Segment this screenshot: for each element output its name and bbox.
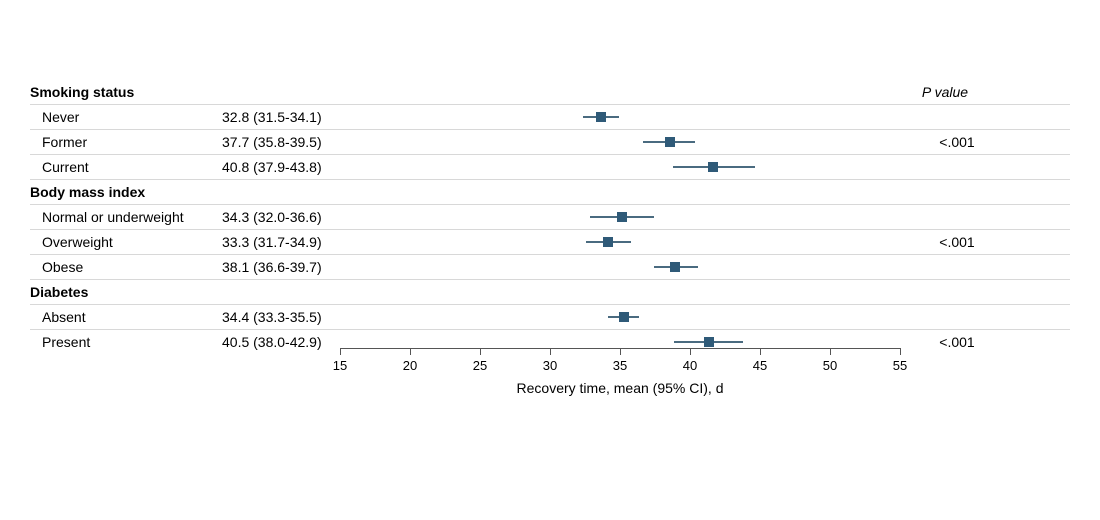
row-label: Absent xyxy=(30,309,222,325)
group-header-row: Body mass index xyxy=(30,180,1070,205)
group-header-label: Body mass index xyxy=(30,184,210,200)
axis-title: Recovery time, mean (95% CI), d xyxy=(340,380,900,396)
pvalue-header: P value xyxy=(922,84,968,100)
row-plot-cell xyxy=(352,305,912,329)
row-plot-cell xyxy=(352,205,912,229)
row-label: Former xyxy=(30,134,222,150)
data-row: Overweight33.3 (31.7-34.9) <.001 xyxy=(30,230,1070,255)
mean-marker xyxy=(619,312,629,322)
forest-plot-body: Smoking status P value Never32.8 (31.5-34.… xyxy=(30,80,1070,354)
axis-tick xyxy=(550,348,551,355)
row-plot-cell xyxy=(352,255,912,279)
mean-marker xyxy=(617,212,627,222)
mean-marker xyxy=(665,137,675,147)
pvalue-cell: <.001 xyxy=(912,134,1002,150)
row-value: 33.3 (31.7-34.9) xyxy=(222,234,352,250)
axis-tick xyxy=(900,348,901,355)
group-header-row: Diabetes xyxy=(30,280,1070,305)
axis-tick xyxy=(690,348,691,355)
data-row: Never32.8 (31.5-34.1) xyxy=(30,105,1070,130)
pvalue-cell: <.001 xyxy=(912,234,1002,250)
axis-tick xyxy=(410,348,411,355)
forest-plot-figure: { "layout": { "label_col_px": 180, "valu… xyxy=(0,0,1100,520)
row-label: Never xyxy=(30,109,222,125)
row-value: 32.8 (31.5-34.1) xyxy=(222,109,352,125)
axis-tick-label: 15 xyxy=(333,358,347,373)
row-label: Current xyxy=(30,159,222,175)
axis-tick-label: 40 xyxy=(683,358,697,373)
x-axis: 152025303540455055Recovery time, mean (9… xyxy=(340,348,900,408)
row-label: Normal or underweight xyxy=(30,209,222,225)
row-label: Overweight xyxy=(30,234,222,250)
data-row: Former37.7 (35.8-39.5) <.001 xyxy=(30,130,1070,155)
row-plot-cell xyxy=(352,105,912,129)
group-header-label: Diabetes xyxy=(30,284,210,300)
row-plot-cell xyxy=(352,155,912,179)
mean-marker xyxy=(670,262,680,272)
row-value: 34.3 (32.0-36.6) xyxy=(222,209,352,225)
pvalue-cell: <.001 xyxy=(912,334,1002,350)
row-plot-cell xyxy=(352,130,912,154)
axis-tick-label: 25 xyxy=(473,358,487,373)
row-value: 38.1 (36.6-39.7) xyxy=(222,259,352,275)
axis-tick-label: 35 xyxy=(613,358,627,373)
mean-marker xyxy=(708,162,718,172)
row-plot-cell xyxy=(352,230,912,254)
data-row: Obese38.1 (36.6-39.7) xyxy=(30,255,1070,280)
axis-tick xyxy=(760,348,761,355)
row-value: 34.4 (33.3-35.5) xyxy=(222,309,352,325)
axis-tick-label: 55 xyxy=(893,358,907,373)
axis-tick xyxy=(620,348,621,355)
data-row: Current40.8 (37.9-43.8) xyxy=(30,155,1070,180)
axis-tick-label: 45 xyxy=(753,358,767,373)
axis-tick xyxy=(480,348,481,355)
axis-tick-label: 50 xyxy=(823,358,837,373)
axis-tick-label: 30 xyxy=(543,358,557,373)
row-value: 37.7 (35.8-39.5) xyxy=(222,134,352,150)
group-header-row: Smoking status P value xyxy=(30,80,1070,105)
axis-tick xyxy=(830,348,831,355)
row-label: Obese xyxy=(30,259,222,275)
axis-tick-label: 20 xyxy=(403,358,417,373)
mean-marker xyxy=(603,237,613,247)
mean-marker xyxy=(596,112,606,122)
row-value: 40.5 (38.0-42.9) xyxy=(222,334,352,350)
data-row: Normal or underweight34.3 (32.0-36.6) xyxy=(30,205,1070,230)
row-value: 40.8 (37.9-43.8) xyxy=(222,159,352,175)
group-header-label: Smoking status xyxy=(30,84,210,100)
mean-marker xyxy=(704,337,714,347)
row-label: Present xyxy=(30,334,222,350)
data-row: Absent34.4 (33.3-35.5) xyxy=(30,305,1070,330)
axis-tick xyxy=(340,348,341,355)
